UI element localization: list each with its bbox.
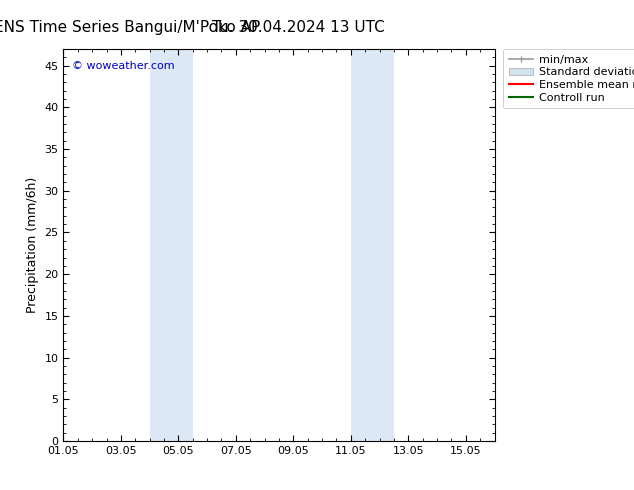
Text: © woweather.com: © woweather.com xyxy=(72,61,174,71)
Y-axis label: Precipitation (mm/6h): Precipitation (mm/6h) xyxy=(26,177,39,313)
Bar xyxy=(351,49,394,441)
Legend: min/max, Standard deviation, Ensemble mean run, Controll run: min/max, Standard deviation, Ensemble me… xyxy=(503,49,634,108)
Text: ENS Time Series Bangui/M'Poko AP: ENS Time Series Bangui/M'Poko AP xyxy=(0,20,260,35)
Bar xyxy=(150,49,193,441)
Text: Tu. 30.04.2024 13 UTC: Tu. 30.04.2024 13 UTC xyxy=(212,20,384,35)
